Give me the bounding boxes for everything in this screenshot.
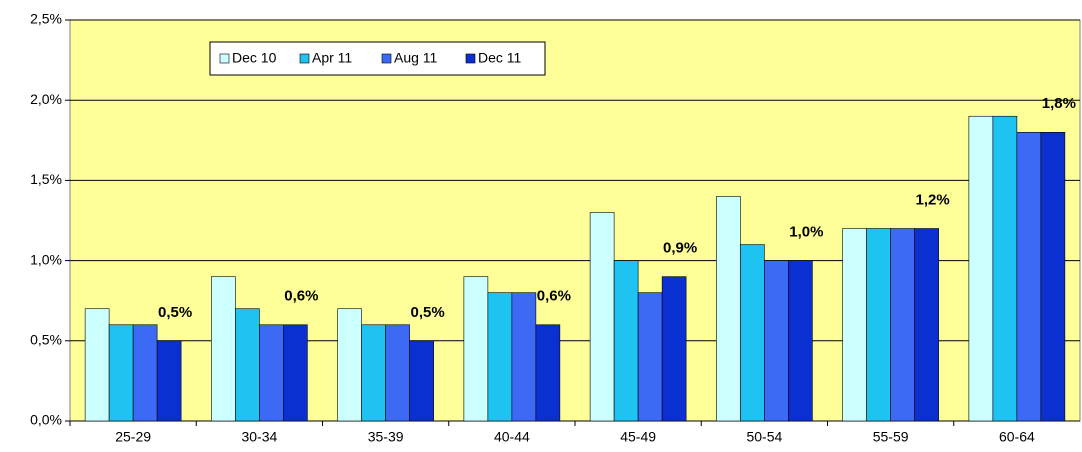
bar — [589, 212, 615, 422]
bar — [890, 228, 915, 422]
legend-label: Dec 11 — [478, 50, 522, 66]
bar — [1016, 131, 1042, 422]
y-tick-label: 2,0% — [30, 91, 62, 107]
y-tick-label: 1,5% — [30, 171, 62, 187]
bar — [361, 324, 386, 422]
legend-swatch — [219, 53, 230, 64]
x-tick-label: 50-54 — [746, 429, 782, 445]
legend-label: Apr 11 — [312, 50, 352, 66]
data-label: 0,5% — [411, 304, 445, 321]
x-tick-label: 45-49 — [620, 429, 656, 445]
bar — [337, 308, 362, 422]
data-label: 0,5% — [158, 304, 192, 321]
bar — [235, 308, 260, 422]
bar — [1040, 131, 1066, 422]
x-tick-label: 30-34 — [241, 429, 277, 445]
bar — [968, 115, 994, 422]
legend-label: Dec 10 — [232, 50, 277, 66]
y-tick-label: 0,5% — [30, 332, 62, 348]
bar — [866, 228, 891, 422]
bar — [842, 228, 867, 422]
bar — [283, 324, 308, 422]
y-tick-label: 0,0% — [30, 412, 62, 428]
bar — [764, 260, 789, 422]
bar — [487, 292, 513, 422]
bar — [259, 324, 284, 422]
bar — [740, 244, 765, 422]
legend-box — [209, 41, 546, 76]
bar — [716, 196, 741, 422]
bar — [992, 115, 1018, 422]
bar — [132, 324, 158, 422]
legend-swatch — [299, 53, 310, 64]
bar — [156, 340, 182, 422]
bar — [409, 340, 434, 422]
bar — [788, 260, 813, 422]
y-tick-label: 2,5% — [30, 11, 62, 27]
bar — [84, 308, 110, 422]
x-tick-label: 60-64 — [999, 429, 1035, 445]
bar — [385, 324, 410, 422]
bar — [211, 276, 236, 422]
legend-swatch — [381, 53, 392, 64]
data-label: 1,2% — [916, 191, 950, 208]
bar — [613, 260, 639, 422]
bar — [463, 276, 489, 422]
data-label: 0,6% — [537, 288, 571, 305]
bar — [661, 276, 687, 422]
data-label: 1,8% — [1042, 95, 1076, 112]
x-tick-label: 40-44 — [494, 429, 530, 445]
legend-label: Aug 11 — [394, 50, 438, 66]
y-tick-label: 1,0% — [30, 251, 62, 267]
bar — [535, 324, 561, 422]
bar — [637, 292, 663, 422]
data-label: 1,0% — [789, 224, 823, 241]
x-tick-label: 35-39 — [368, 429, 404, 445]
data-label: 0,6% — [284, 288, 318, 305]
x-tick-label: 25-29 — [115, 429, 151, 445]
bar — [108, 324, 134, 422]
bar — [914, 228, 939, 422]
data-label: 0,9% — [663, 240, 697, 257]
legend-swatch — [465, 53, 476, 64]
x-tick-label: 55-59 — [873, 429, 909, 445]
bar — [511, 292, 537, 422]
